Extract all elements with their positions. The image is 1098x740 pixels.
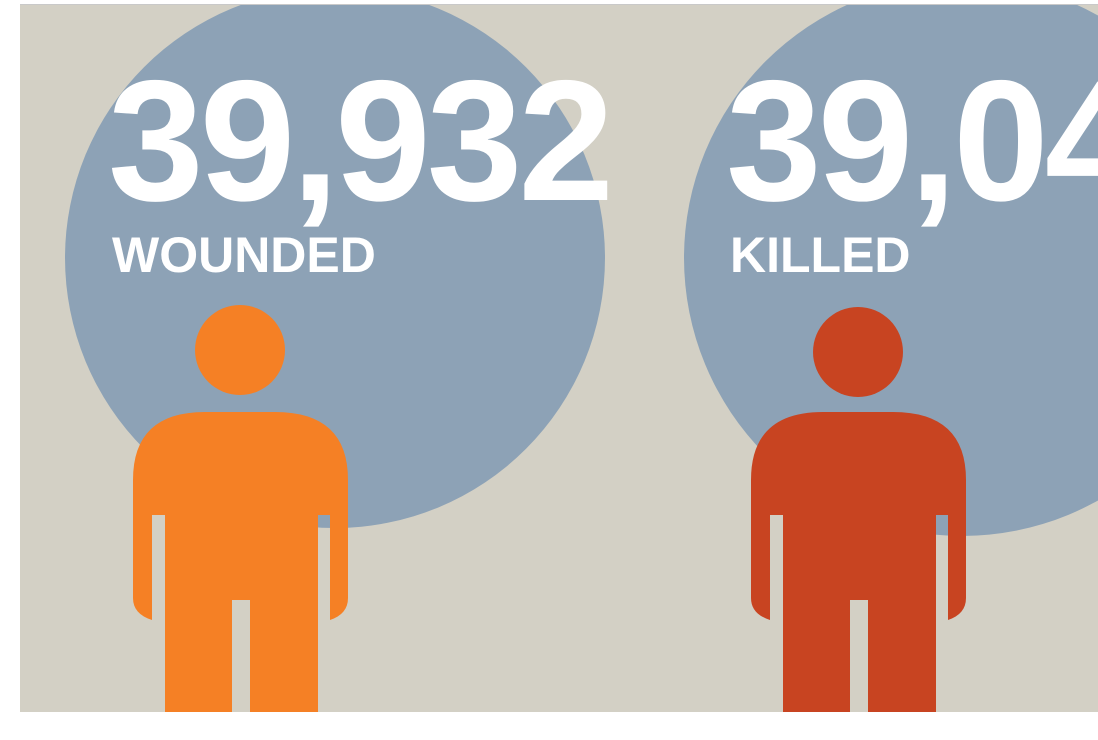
number: 39,04: [726, 45, 1098, 237]
panel: 39,932 WOUNDED 39,04 KILLED: [20, 5, 1098, 712]
number: 39,932: [108, 45, 610, 237]
person-icon: [751, 307, 966, 712]
person-icon: [133, 305, 348, 712]
circle: [684, 5, 1098, 536]
label: KILLED: [730, 227, 911, 283]
label: WOUNDED: [112, 227, 376, 283]
circle: [65, 5, 605, 528]
